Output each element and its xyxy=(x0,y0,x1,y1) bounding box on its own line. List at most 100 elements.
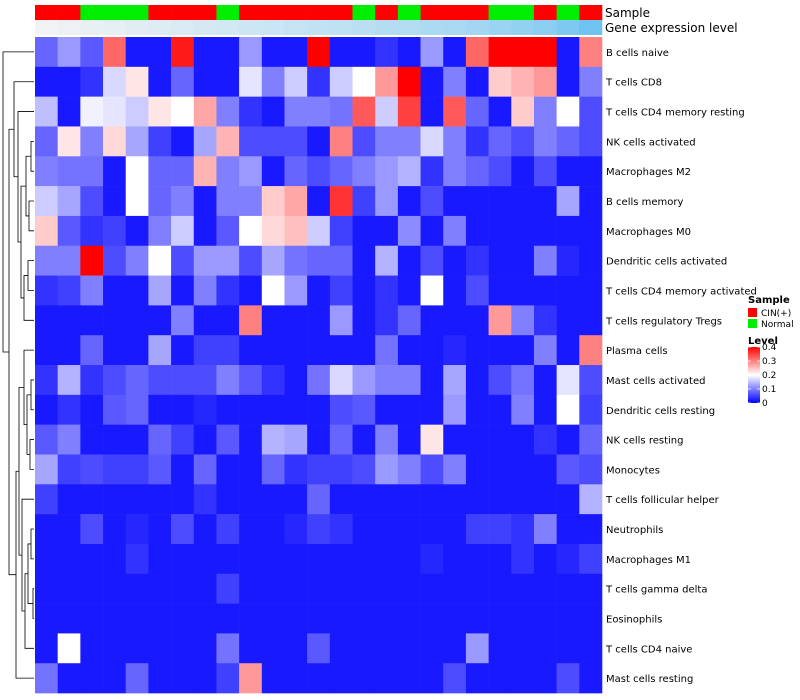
heatmap-cell xyxy=(239,394,263,425)
heatmap-cell xyxy=(511,394,535,425)
heatmap-cell xyxy=(579,424,603,455)
heatmap-cell xyxy=(216,186,240,217)
row-label: Plasma cells xyxy=(606,346,668,357)
sample-annotation-cell xyxy=(556,5,580,20)
heatmap-cell xyxy=(352,215,376,247)
heatmap-cell xyxy=(148,37,172,68)
heatmap-cell xyxy=(579,394,603,425)
heatmap-cell xyxy=(556,663,580,694)
heatmap-cell xyxy=(125,335,149,366)
heatmap-cell xyxy=(420,335,444,366)
heatmap-cell xyxy=(420,365,444,396)
heatmap-cell xyxy=(148,156,172,187)
heatmap-cell xyxy=(239,156,263,187)
gene-expression-annotation-cell xyxy=(35,20,58,35)
heatmap-cell xyxy=(579,663,603,694)
heatmap-cell xyxy=(579,514,603,545)
heatmap-cell xyxy=(329,633,353,664)
heatmap-cell xyxy=(352,633,376,664)
heatmap-cell xyxy=(103,365,127,396)
heatmap-cell xyxy=(125,484,149,515)
heatmap-cell xyxy=(125,215,149,247)
heatmap-cell xyxy=(443,573,467,604)
gene-expression-annotation-cell xyxy=(488,20,512,35)
heatmap-cell xyxy=(488,573,512,604)
heatmap-cell xyxy=(261,335,285,366)
heatmap-cell xyxy=(171,633,195,664)
heatmap-cell xyxy=(57,335,81,366)
sample-annotation-cell xyxy=(488,5,512,20)
heatmap-cell xyxy=(103,603,127,634)
heatmap-cell xyxy=(57,66,81,97)
heatmap-cell xyxy=(556,573,580,604)
heatmap-cell xyxy=(80,633,104,664)
heatmap-cell xyxy=(57,365,81,396)
sample-annotation-cell xyxy=(216,5,240,20)
heatmap-cell xyxy=(375,96,399,127)
heatmap-cell xyxy=(103,335,127,366)
heatmap-cell xyxy=(533,573,557,604)
heatmap-cell xyxy=(307,484,331,515)
heatmap-cell xyxy=(261,275,285,306)
heatmap-cell xyxy=(216,573,240,604)
heatmap-cell xyxy=(284,514,308,545)
heatmap-cell xyxy=(307,156,331,187)
heatmap-cell xyxy=(80,245,104,276)
heatmap-cell xyxy=(103,573,127,604)
heatmap-cell xyxy=(35,215,58,247)
heatmap-cell xyxy=(443,275,467,306)
heatmap-cell xyxy=(533,275,557,306)
heatmap-cell xyxy=(57,454,81,485)
heatmap-cell xyxy=(103,245,127,276)
heatmap-cell xyxy=(35,66,58,97)
heatmap-cell xyxy=(511,543,535,575)
heatmap-cell xyxy=(35,305,58,336)
heatmap-cell xyxy=(533,663,557,694)
heatmap-cell xyxy=(420,215,444,247)
heatmap-cell xyxy=(443,215,467,247)
heatmap-cell xyxy=(171,37,195,68)
heatmap-cell xyxy=(57,126,81,157)
heatmap-cell xyxy=(375,305,399,336)
heatmap-cell xyxy=(239,66,263,97)
heatmap-cell xyxy=(307,573,331,604)
heatmap-cell xyxy=(329,424,353,455)
heatmap-cell xyxy=(284,186,308,217)
heatmap-cell xyxy=(556,215,580,247)
heatmap-cell xyxy=(57,633,81,664)
heatmap-cell xyxy=(465,603,489,634)
heatmap-cell xyxy=(329,484,353,515)
heatmap-cell xyxy=(329,454,353,485)
dendrogram-branch xyxy=(32,588,34,619)
heatmap-cell xyxy=(35,156,58,187)
heatmap-cell xyxy=(35,365,58,396)
heatmap-cell xyxy=(171,335,195,366)
heatmap-cell xyxy=(125,66,149,97)
heatmap-cell xyxy=(465,186,489,217)
heatmap-cell xyxy=(465,573,489,604)
sample-annotation-cell xyxy=(443,5,467,20)
heatmap-cell xyxy=(352,245,376,276)
heatmap-cell xyxy=(307,335,331,366)
heatmap-cell xyxy=(420,66,444,97)
heatmap-cell xyxy=(420,126,444,157)
heatmap-cell xyxy=(465,514,489,545)
sample-annotation-cell xyxy=(35,5,58,20)
heatmap-cell xyxy=(352,514,376,545)
heatmap-cell xyxy=(465,96,489,127)
heatmap-cell xyxy=(397,96,421,127)
gene-expression-annotation-cell xyxy=(556,20,580,35)
heatmap-cell xyxy=(239,186,263,217)
heatmap-cell xyxy=(533,633,557,664)
heatmap-cell xyxy=(511,245,535,276)
heatmap-cell xyxy=(488,663,512,694)
sample-annotation-cell xyxy=(375,5,399,20)
heatmap-cell xyxy=(556,245,580,276)
level-tick-label: 0.4 xyxy=(762,343,777,353)
heatmap-cell xyxy=(556,603,580,634)
heatmap-cell xyxy=(125,514,149,545)
dendrogram-branch xyxy=(30,140,34,172)
heatmap-cell xyxy=(125,365,149,396)
heatmap-cell xyxy=(329,96,353,127)
